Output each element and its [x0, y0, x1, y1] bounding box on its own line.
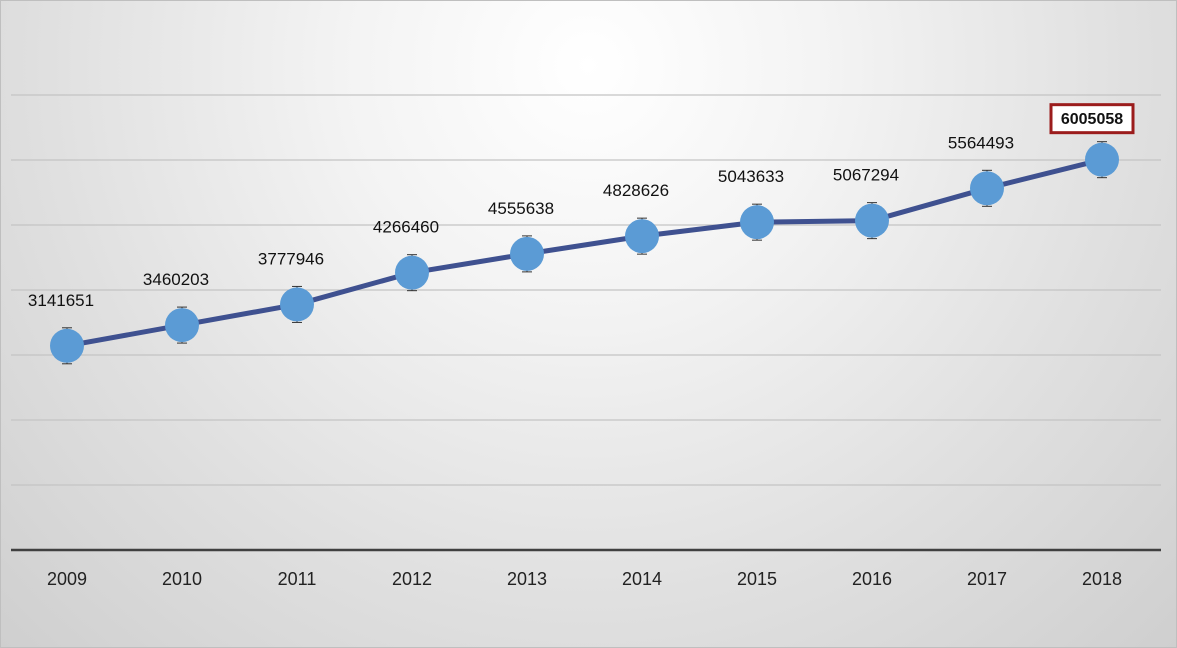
highlight-box — [1049, 103, 1135, 135]
x-tick-label: 2017 — [967, 569, 1007, 589]
x-tick-label: 2015 — [737, 569, 777, 589]
x-tick-label: 2009 — [47, 569, 87, 589]
data-label: 3141651 — [28, 291, 94, 310]
data-point — [395, 255, 429, 290]
data-labels: 3141651 3460203 3777946 4266460 4555638 48286… — [28, 103, 1135, 310]
data-label: 4828626 — [603, 181, 669, 200]
data-label: 3460203 — [143, 270, 209, 289]
data-point — [165, 308, 199, 343]
x-tick-labels: 2009 2010 2011 2012 2013 2014 2015 2016 2017 2018 — [47, 569, 1122, 589]
x-tick-label: 2010 — [162, 569, 202, 589]
data-label: 3777946 — [258, 249, 324, 268]
data-point — [510, 236, 544, 271]
data-points — [50, 142, 1119, 363]
series-line-group — [64, 157, 1105, 349]
data-point — [970, 171, 1004, 206]
x-tick-label: 2011 — [278, 569, 317, 589]
x-tick-label: 2018 — [1082, 569, 1122, 589]
data-label: 4266460 — [373, 218, 439, 237]
series-line — [64, 157, 1105, 349]
x-tick-label: 2014 — [622, 569, 662, 589]
data-point — [740, 205, 774, 240]
x-tick-label: 2012 — [392, 569, 432, 589]
data-label: 5564493 — [948, 133, 1014, 152]
data-label: 6005058 — [1061, 111, 1123, 128]
gridlines — [11, 94, 1161, 486]
data-point — [280, 287, 314, 322]
x-tick-label: 2013 — [507, 569, 547, 589]
data-label: 5067294 — [833, 166, 899, 185]
data-point — [50, 328, 84, 363]
data-point — [1085, 142, 1119, 177]
x-tick-label: 2016 — [852, 569, 892, 589]
data-label-highlighted: 6005058 — [1049, 103, 1135, 135]
data-point — [625, 219, 659, 254]
error-bars — [62, 141, 1107, 365]
data-point — [855, 203, 889, 238]
data-label: 4555638 — [488, 199, 554, 218]
data-label: 5043633 — [718, 167, 784, 186]
